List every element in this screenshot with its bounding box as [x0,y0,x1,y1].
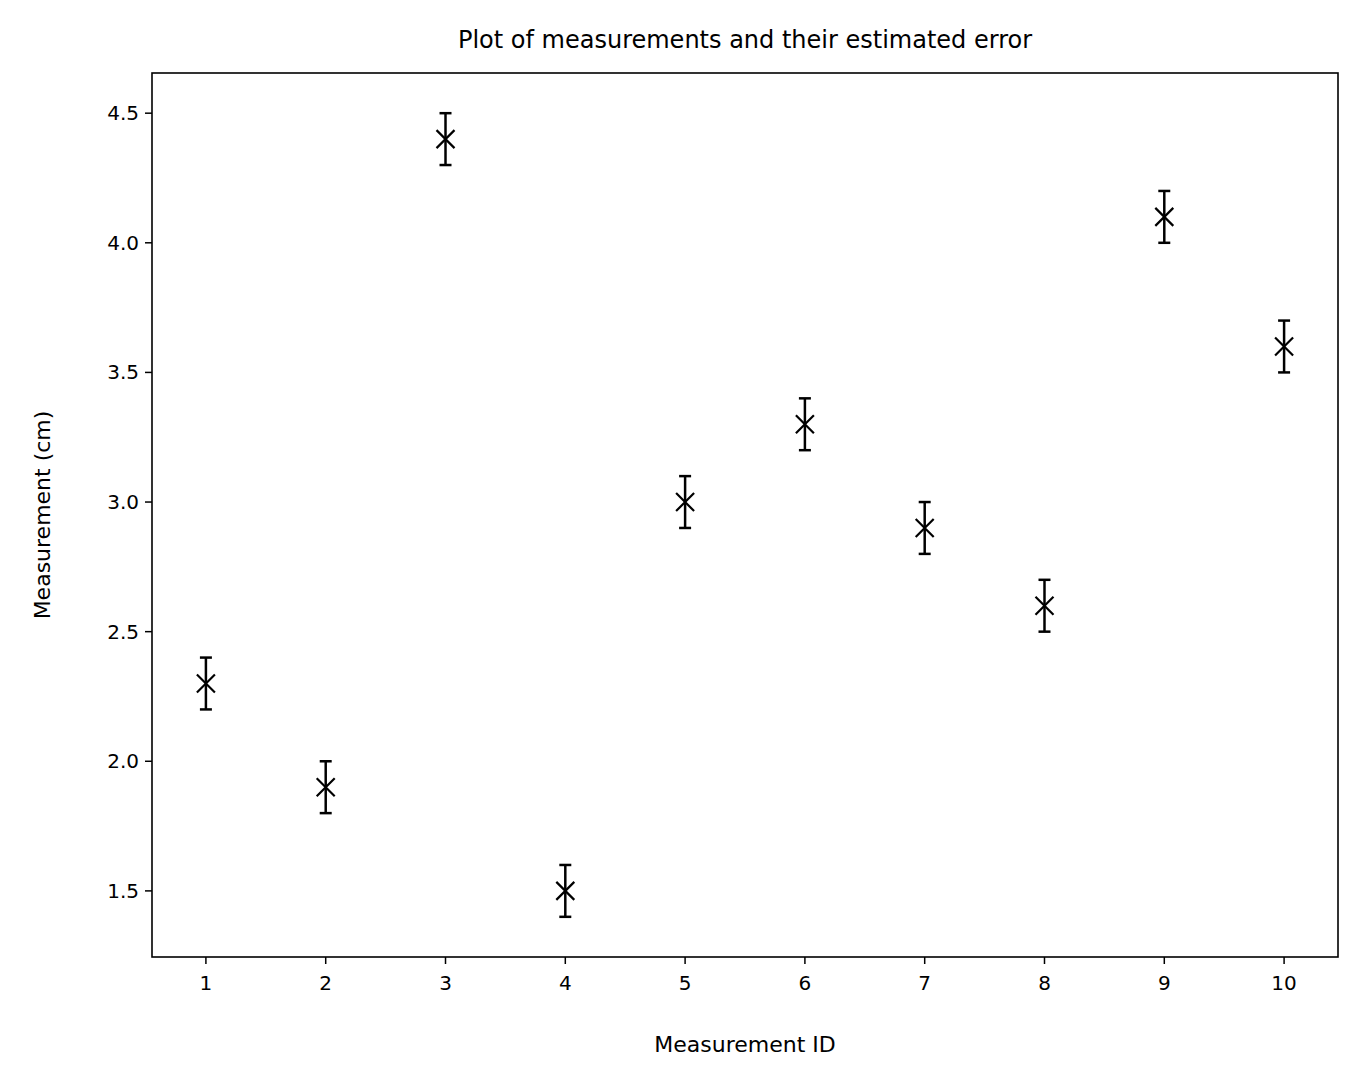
point [916,519,934,537]
error-cap [1038,579,1050,582]
x-tick [1164,957,1166,964]
y-tick [145,242,152,244]
error-cap [1278,371,1290,374]
error-cap [1038,630,1050,633]
y-tick-label: 3.0 [107,490,139,514]
x-tick-label: 10 [1271,971,1296,995]
background [0,0,1367,1075]
y-tick [145,112,152,114]
x-tick-label: 1 [200,971,213,995]
x-axis-label: Measurement ID [654,1032,835,1057]
x-tick-label: 7 [918,971,931,995]
error-cap [679,475,691,478]
error-cap [440,112,452,115]
x-tick-label: 5 [679,971,692,995]
error-cap [1158,242,1170,245]
point [1275,337,1293,355]
point [197,675,215,693]
y-tick-label: 2.0 [107,749,139,773]
point [437,130,455,148]
point [1035,597,1053,615]
plot-marks [197,113,1293,917]
x-tick [205,957,207,964]
x-tick-label: 3 [439,971,452,995]
x-tick-label: 9 [1158,971,1171,995]
error-cap [320,812,332,815]
x-tick [565,957,567,964]
y-axis-label: Measurement (cm) [30,411,55,620]
x-tick [924,957,926,964]
error-cap [1158,190,1170,193]
plot-frame [152,73,1338,957]
x-tick [684,957,686,964]
x-tick-label: 4 [559,971,572,995]
point [317,778,335,796]
error-cap [679,527,691,530]
y-tick [145,372,152,374]
x-tick [804,957,806,964]
x-tick [325,957,327,964]
error-cap [440,164,452,167]
y-tick [145,890,152,892]
error-cap [320,760,332,763]
x-tick [445,957,447,964]
title: Plot of measurements and their estimated… [458,26,1032,54]
x-tick-label: 8 [1038,971,1051,995]
y-tick [145,631,152,633]
y-tick [145,501,152,503]
error-cap [799,449,811,452]
x-tick-label: 2 [319,971,332,995]
y-tick-label: 1.5 [107,879,139,903]
point [1155,208,1173,226]
x-tick [1044,957,1046,964]
x-tick-label: 6 [799,971,812,995]
error-cap [799,397,811,400]
point [676,493,694,511]
y-tick [145,761,152,763]
error-cap [200,708,212,711]
error-cap [1278,319,1290,322]
chart: Plot of measurements and their estimated… [0,0,1367,1075]
point [796,415,814,433]
error-cap [559,864,571,867]
error-cap [919,501,931,504]
x-tick [1283,957,1285,964]
point [556,882,574,900]
y-tick-label: 3.5 [107,360,139,384]
y-tick-label: 4.5 [107,101,139,125]
error-cap [200,656,212,659]
error-cap [559,916,571,919]
error-cap [919,553,931,556]
y-tick-label: 4.0 [107,231,139,255]
y-tick-label: 2.5 [107,620,139,644]
